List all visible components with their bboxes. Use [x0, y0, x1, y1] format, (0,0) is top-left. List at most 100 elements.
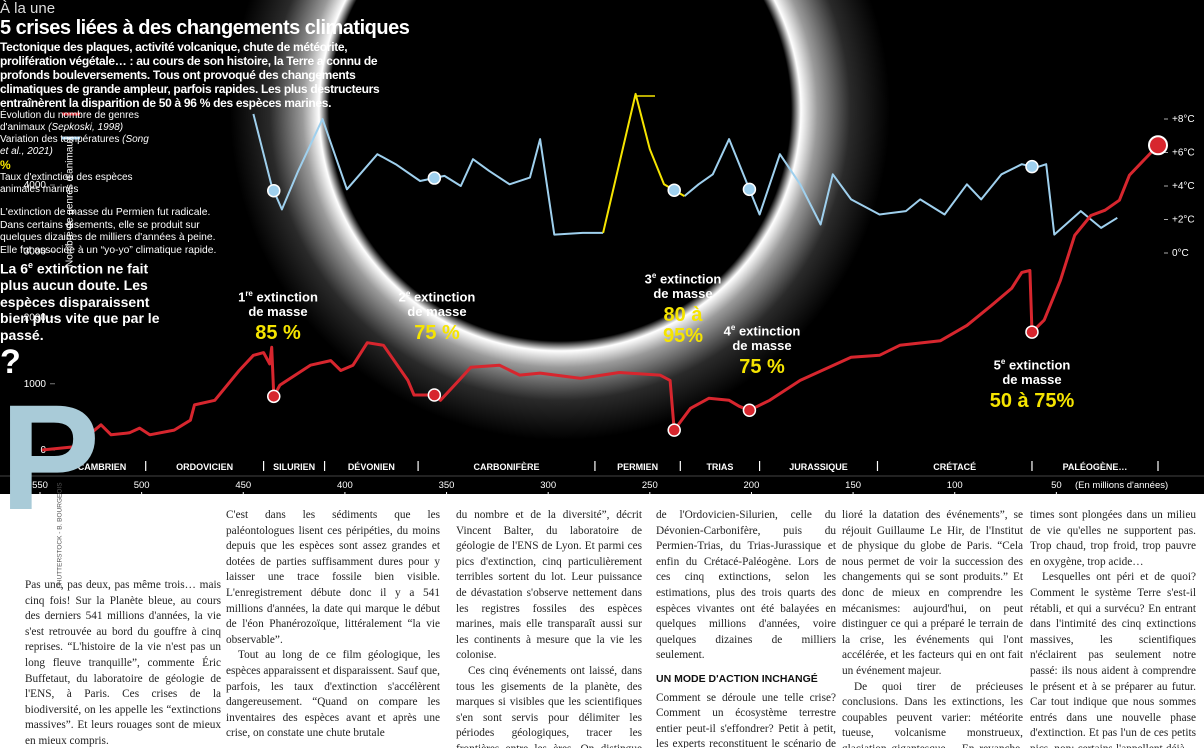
paragraph: C'est dans les sédiments que les paléont…	[226, 509, 440, 646]
article-column: Pas une, pas deux, pas même trois… mais …	[25, 578, 221, 748]
temperature-marker	[742, 182, 757, 197]
extinction-name: extinction	[413, 289, 476, 305]
extinction-suffix: e	[651, 271, 657, 280]
legend-entry: Variation des températures (Song et al.,…	[0, 134, 150, 158]
legend-entry: Taux d'extinction des espèces animales m…	[0, 172, 150, 196]
title: 5 crises liées à des changements climati…	[0, 17, 410, 39]
article-column: du nombre et de la diversité”, décrit Vi…	[456, 508, 642, 748]
extinction-label: 3e extinction de masse 80 à 95%	[623, 268, 743, 347]
extinction-title: 3e extinction	[623, 268, 743, 286]
period-label: PALÉOGÈNE…	[1063, 462, 1128, 472]
extinction-ordinal: 4	[723, 323, 731, 339]
x-tick-label: 250	[642, 480, 658, 491]
period-label: CARBONIFÈRE	[474, 462, 540, 472]
x-tick-label: 300	[540, 480, 556, 491]
data-line	[41, 144, 1160, 452]
y-tick-label: 2000	[24, 313, 47, 324]
extinction-name2: de masse	[248, 304, 308, 320]
extinction-name2: de masse	[407, 304, 467, 320]
y-axis-label: Nombre de genres d'animaux	[64, 136, 76, 267]
sixth-question: ?	[0, 343, 21, 382]
extinction-suffix: e	[1000, 357, 1006, 366]
period-label: DÉVONIEN	[348, 462, 395, 472]
paragraph: Comment se déroule une telle crise? Comm…	[656, 691, 836, 748]
extinction-suffix: e	[405, 289, 411, 298]
sixth-sup: e	[28, 260, 34, 270]
extinction-ordinal: 1	[238, 289, 246, 305]
extinction-title: 5e extinction	[967, 354, 1097, 372]
extinction-label: 4e extinction de masse 75 %	[702, 320, 822, 378]
paragraph: Ces cinq événements ont laissé, dans tou…	[456, 664, 642, 748]
extinction-name: extinction	[659, 271, 722, 287]
permian-note: L'extinction de masse du Permien fut rad…	[0, 207, 217, 256]
x-tick-label: 50	[1051, 480, 1062, 491]
extinction-rate: 75 %	[414, 322, 460, 345]
drop-cap: P	[0, 373, 101, 542]
x-tick-label: 150	[845, 480, 861, 491]
extinction-rate: 50 à 75%	[989, 390, 1075, 413]
paragraph: de l'Ordovicien-Silurien, celle du Dévon…	[656, 509, 836, 662]
extinction-label: 1re extinction de masse 85 %	[218, 286, 338, 344]
sixth-text: La 6e extinction ne fait plus aucun dout…	[0, 257, 178, 343]
paragraph: du nombre et de la diversité”, décrit Vi…	[456, 509, 642, 662]
paragraph: times sont plongées dans un milieu de vi…	[1030, 509, 1196, 568]
extinction-title: 4e extinction	[702, 320, 822, 338]
period-label: TRIAS	[706, 462, 733, 472]
section-label: À la une	[0, 0, 56, 17]
temp-tick-label: +6°C	[1172, 148, 1195, 159]
paragraph: Tout au long de ce film géologique, les …	[226, 649, 440, 740]
paragraph: Lesquelles ont péri et de quoi? Comment …	[1030, 571, 1196, 748]
extinction-suffix: e	[730, 323, 736, 332]
temp-tick-label: 0°C	[1172, 248, 1189, 259]
extinction-name: extinction	[738, 323, 801, 339]
extinction-ordinal: 3	[644, 271, 652, 287]
extinction-name: extinction	[256, 289, 318, 305]
extinction-rate: 85 %	[255, 322, 301, 345]
x-tick-label: 100	[947, 480, 963, 491]
legend-entry: Évolution du nombre de genres d'animaux …	[0, 110, 150, 134]
x-axis-unit: (En millions d'années)	[1075, 480, 1168, 491]
x-tick-label: 200	[744, 480, 760, 491]
photo-credit: SHUTTERSTOCK - B. BOURGEOIS	[56, 482, 64, 589]
y-tick-label: 3000	[24, 246, 47, 257]
temperature-marker	[1025, 159, 1039, 174]
temp-tick-label: +8°C	[1172, 114, 1195, 125]
extinction-label: 5e extinction de masse 50 à 75%	[967, 354, 1097, 412]
article-column: de l'Ordovicien-Silurien, celle du Dévon…	[656, 508, 836, 748]
temperature-marker	[667, 183, 681, 197]
period-label: ORDOVICIEN	[176, 462, 233, 472]
period-label: PERMIEN	[617, 462, 658, 472]
extinction-name: extinction	[1008, 357, 1071, 373]
x-tick-label: 350	[439, 480, 455, 491]
intro: Tectonique des plaques, activité volcani…	[0, 40, 380, 110]
paragraph: lioré la datation des événements”, se ré…	[842, 509, 1023, 677]
sixth-after: extinction ne fait plus aucun doute. Les…	[0, 260, 160, 343]
extinction-marker	[427, 388, 442, 402]
extinction-label: 2e extinction de masse 75 %	[377, 286, 497, 344]
extinction-name2: de masse	[732, 338, 792, 354]
data-line	[252, 113, 1118, 236]
extinction-marker	[1025, 325, 1039, 339]
x-tick-label: 500	[134, 480, 150, 491]
paragraph: Pas une, pas deux, pas même trois… mais …	[25, 579, 221, 747]
temperature-marker	[267, 183, 281, 198]
period-label: JURASSIQUE	[789, 462, 848, 472]
extinction-title: 1re extinction	[218, 286, 338, 304]
article-column: lioré la datation des événements”, se ré…	[842, 508, 1023, 748]
subheading: UN MODE D'ACTION INCHANGÉ	[656, 672, 818, 685]
legend-text: Évolution du nombre de genres d'animaux	[0, 110, 139, 133]
y-tick-label: 1000	[24, 379, 47, 390]
legend-text: Taux d'extinction des espèces animales m…	[0, 172, 133, 195]
extinction-name2: de masse	[653, 286, 713, 302]
extinction-marker	[267, 389, 281, 404]
extinction-marker	[667, 423, 681, 437]
extinction-rate: 80 à 95%	[662, 304, 704, 348]
extinction-title: 2e extinction	[377, 286, 497, 304]
temp-tick-label: +4°C	[1172, 181, 1195, 192]
article-column: C'est dans les sédiments que les paléont…	[226, 508, 440, 748]
extinction-ordinal: 5	[993, 357, 1001, 373]
x-tick-label: 400	[337, 480, 353, 491]
